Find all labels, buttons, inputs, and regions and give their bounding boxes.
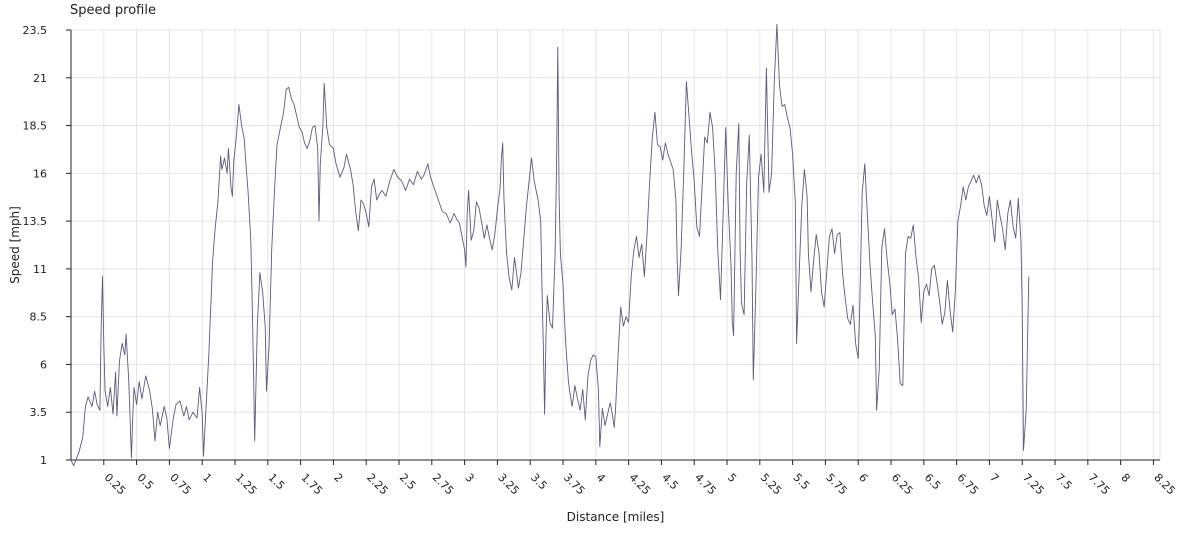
grid [71,29,1161,461]
x-tick-label: 0.5 [134,471,156,493]
y-tick-label: 11 [33,263,47,276]
x-tick-label: 3.75 [561,471,588,498]
x-tick-label: 7.75 [1086,471,1113,498]
x-tick-label: 8 [1119,471,1133,485]
x-tick-label: 4 [594,471,608,485]
x-tick-label: 6.25 [889,471,916,498]
x-tick-label: 4.5 [659,471,681,493]
y-tick-label: 8.5 [30,311,48,324]
x-tick-label: 5.75 [823,471,850,498]
x-tick-label: 1 [200,471,214,485]
y-tick-label: 16 [33,167,47,180]
y-tick-label: 23.5 [23,24,48,37]
y-tick-label: 3.5 [30,406,48,419]
x-tick-label: 5.5 [791,471,813,493]
x-tick-label: 2.75 [430,471,457,498]
x-tick-label: 1.75 [298,471,325,498]
x-tick-label: 4.25 [626,471,653,498]
axes [70,30,1160,461]
x-tick-label: 3 [462,471,476,485]
x-tick-label: 7.5 [1053,471,1075,493]
x-tick-label: 6.5 [922,471,944,493]
x-ticks: 0.25 0.5 0.75 1 1.25 1.5 1.75 2 2.25 2.5 2.75 3 3.25… [102,460,1178,497]
x-axis-title: Distance [miles] [567,510,665,524]
y-tick-label: 6 [40,358,47,371]
x-tick-label: 6.75 [955,471,982,498]
x-tick-label: 3.25 [495,471,522,498]
x-tick-label: 8.25 [1151,471,1178,498]
y-tick-label: 21 [33,72,47,85]
chart-title: Speed profile [70,3,156,18]
y-tick-label: 13.5 [23,215,48,228]
x-tick-label: 0.75 [167,471,194,498]
x-tick-label: 0.25 [102,471,129,498]
x-tick-label: 1.5 [266,471,288,493]
x-tick-label: 2.5 [397,471,419,493]
x-tick-label: 5 [725,471,739,485]
y-axis-title: Speed [mph] [8,206,22,284]
x-tick-label: 4.75 [692,471,719,498]
speed-line [70,23,1030,467]
x-tick-label: 1.25 [233,471,260,498]
x-tick-label: 7 [987,471,1001,485]
x-tick-label: 5.25 [758,471,785,498]
x-tick-label: 6 [856,471,870,485]
y-tick-label: 1 [40,454,47,467]
y-tick-label: 18.5 [23,120,48,133]
x-tick-label: 2 [331,471,345,485]
x-tick-label: 2.25 [364,471,391,498]
x-tick-label: 3.5 [528,471,550,493]
x-tick-label: 7.25 [1020,471,1047,498]
